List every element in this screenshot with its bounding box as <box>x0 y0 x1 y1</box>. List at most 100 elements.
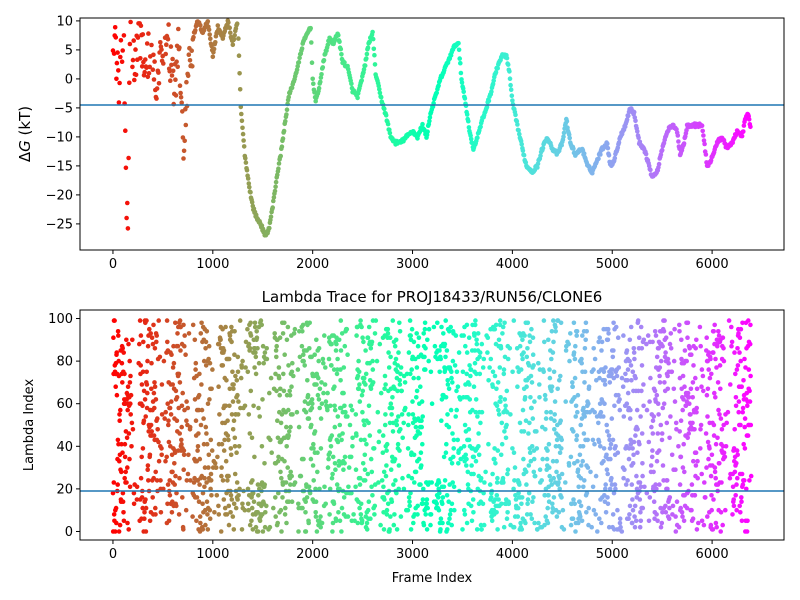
lambda-point <box>311 446 316 451</box>
delta-g-point <box>170 68 176 74</box>
delta-g-point <box>338 46 344 52</box>
lambda-point <box>532 399 537 404</box>
delta-g-point <box>174 59 179 64</box>
lambda-point <box>162 416 167 421</box>
lambda-point <box>574 433 580 438</box>
lambda-point <box>716 333 722 338</box>
lambda-point <box>230 427 236 432</box>
lambda-point <box>499 441 505 447</box>
lambda-point <box>606 433 612 438</box>
lambda-point <box>447 516 452 521</box>
lambda-point <box>358 437 364 443</box>
lambda-point <box>555 386 560 392</box>
delta-g-point <box>169 73 175 78</box>
lambda-point <box>729 324 734 330</box>
lambda-point <box>333 348 339 353</box>
delta-g-point <box>507 76 513 81</box>
lambda-point <box>547 375 553 381</box>
lambda-point <box>705 414 710 419</box>
delta-g-point <box>516 128 521 133</box>
lambda-point <box>181 452 187 458</box>
lambda-point <box>699 471 704 477</box>
lambda-point <box>231 501 237 507</box>
lambda-point <box>450 380 455 385</box>
lambda-point <box>151 390 157 396</box>
lambda-point <box>197 514 203 519</box>
lambda-point <box>665 373 670 379</box>
delta-g-point <box>177 83 183 88</box>
delta-g-point <box>320 65 326 70</box>
lambda-point <box>492 446 497 451</box>
lambda-point <box>409 367 415 372</box>
lambda-point <box>748 473 754 479</box>
lambda-point <box>530 416 536 421</box>
lambda-point <box>599 339 605 345</box>
lambda-point <box>180 495 185 500</box>
lambda-point <box>526 490 532 496</box>
lambda-point <box>424 497 430 502</box>
lambda-point <box>149 335 155 341</box>
lambda-point <box>183 507 189 513</box>
lambda-point <box>660 343 665 349</box>
lambda-point <box>578 514 583 519</box>
lambda-point <box>124 337 129 343</box>
lambda-point <box>713 356 718 362</box>
lambda-point <box>637 497 643 502</box>
lambda-point <box>604 452 609 458</box>
lambda-point <box>543 416 549 421</box>
lambda-point <box>532 473 538 479</box>
delta-g-point <box>612 155 618 161</box>
lambda-point <box>641 382 646 387</box>
lambda-point <box>186 331 192 336</box>
lambda-point <box>734 507 739 513</box>
delta-g-point <box>309 60 315 65</box>
delta-g-point <box>495 65 501 71</box>
lambda-point <box>519 495 525 500</box>
lambda-point <box>209 386 214 392</box>
lambda-point <box>605 326 611 332</box>
lambda-point <box>669 452 675 458</box>
lambda-scatter-series <box>110 318 754 534</box>
lambda-point <box>198 331 204 336</box>
lambda-point <box>323 501 329 507</box>
lambda-point <box>545 448 550 453</box>
lambda-point <box>531 456 537 462</box>
lambda-point <box>584 490 590 496</box>
lambda-point <box>130 427 136 432</box>
lambda-point <box>341 365 347 370</box>
lambda-point <box>279 475 284 481</box>
lambda-point <box>478 522 484 528</box>
lambda-point <box>551 475 556 481</box>
lambda-point <box>369 339 375 345</box>
delta-g-point <box>126 155 131 161</box>
lambda-point <box>682 348 688 353</box>
lambda-point <box>435 320 440 326</box>
lambda-point <box>384 448 389 453</box>
lambda-point <box>718 386 723 392</box>
lambda-point <box>393 356 399 362</box>
lambda-point <box>361 375 367 381</box>
lambda-point <box>412 480 417 485</box>
lambda-point <box>601 458 606 464</box>
lambda-point <box>717 363 723 368</box>
lambda-point <box>737 350 742 355</box>
lambda-point <box>154 339 159 345</box>
lambda-point <box>471 384 477 390</box>
lambda-point <box>357 482 363 487</box>
lambda-point <box>345 514 351 519</box>
lambda-point <box>374 358 380 364</box>
lambda-point <box>193 367 198 372</box>
lambda-point <box>683 403 689 409</box>
delta-g-point <box>142 69 147 75</box>
lambda-point <box>623 482 629 487</box>
lambda-point <box>388 401 394 407</box>
lambda-point <box>719 427 725 432</box>
lambda-point <box>633 375 638 381</box>
lambda-point <box>123 469 128 475</box>
lambda-point <box>227 333 233 338</box>
lambda-point <box>605 429 610 434</box>
lambda-point <box>235 412 241 417</box>
lambda-point <box>325 407 330 413</box>
lambda-point <box>654 458 660 464</box>
lambda-point <box>441 331 446 336</box>
